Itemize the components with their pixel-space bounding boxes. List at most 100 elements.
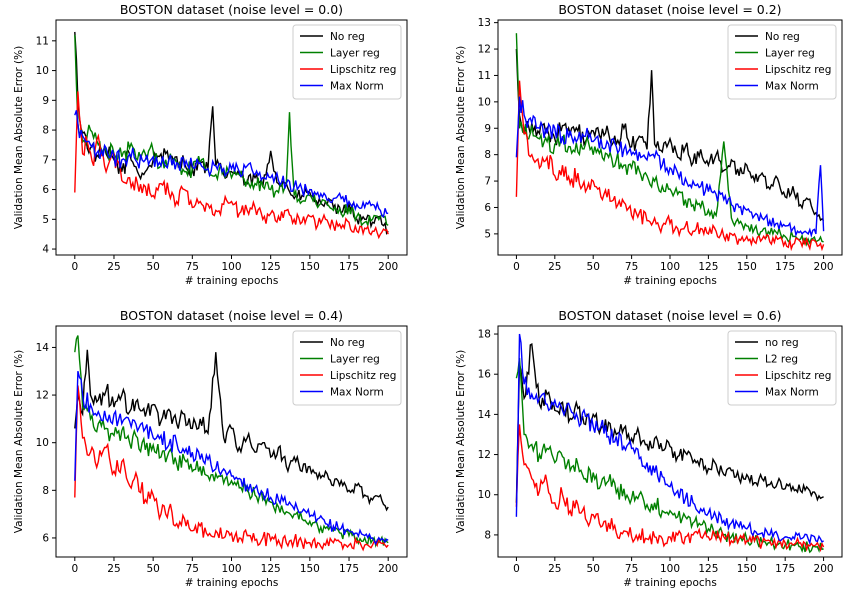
subplot-noise-0-6: BOSTON dataset (noise level = 0.6) # tra… xyxy=(455,308,843,589)
x-tick-label: 150 xyxy=(300,563,320,575)
x-tick-label: 100 xyxy=(221,261,241,273)
legend-label: Max Norm xyxy=(765,80,819,92)
y-tick-label: 10 xyxy=(36,437,49,449)
y-tick-label: 12 xyxy=(478,449,491,461)
legend-label: Max Norm xyxy=(330,386,384,398)
series-line-max-norm xyxy=(515,96,825,239)
x-tick-label: 150 xyxy=(300,261,320,273)
y-axis-label: Validation Mean Absolute Error (%) xyxy=(13,350,25,533)
y-tick-label: 11 xyxy=(36,35,49,47)
legend-box xyxy=(727,330,837,406)
x-tick-label: 75 xyxy=(625,261,638,273)
y-tick-label: 5 xyxy=(42,214,49,226)
legend-label: Max Norm xyxy=(330,80,384,92)
x-tick-label: 150 xyxy=(737,261,757,273)
legend-label: Max Norm xyxy=(765,386,819,398)
series-line-max-norm xyxy=(74,371,389,546)
subplot-noise-0-2: BOSTON dataset (noise level = 0.2) # tra… xyxy=(455,2,843,287)
subplot-noise-0-0: BOSTON dataset (noise level = 0.0) # tra… xyxy=(13,2,408,287)
y-tick-label: 6 xyxy=(42,184,49,196)
legend-label: No reg xyxy=(330,337,365,349)
legend-box xyxy=(727,24,837,100)
y-tick-label: 4 xyxy=(42,244,49,256)
series-line-lipschitz-reg xyxy=(515,424,825,553)
x-tick-label: 150 xyxy=(737,563,757,575)
y-tick-label: 9 xyxy=(484,123,491,135)
x-tick-label: 100 xyxy=(221,563,241,575)
x-tick-label: 125 xyxy=(261,261,281,273)
x-tick-label: 200 xyxy=(814,261,834,273)
legend-box xyxy=(292,330,402,406)
legend-label: Lipschitz reg xyxy=(765,370,831,382)
series-line-l2-reg xyxy=(515,358,824,554)
y-tick-label: 13 xyxy=(478,17,491,29)
series-line-layer-reg xyxy=(515,33,824,247)
x-tick-label: 25 xyxy=(107,261,120,273)
legend-label: No reg xyxy=(765,31,800,43)
x-axis-label: # training epochs xyxy=(623,577,717,589)
subplot-title: BOSTON dataset (noise level = 0.4) xyxy=(120,308,343,323)
y-tick-label: 10 xyxy=(478,96,491,108)
y-tick-label: 9 xyxy=(42,95,49,107)
x-tick-label: 25 xyxy=(107,563,120,575)
y-tick-label: 14 xyxy=(478,409,492,421)
y-tick-label: 16 xyxy=(478,369,492,381)
x-tick-label: 25 xyxy=(548,563,561,575)
y-tick-label: 6 xyxy=(42,532,49,544)
legend-label: L2 reg xyxy=(765,353,798,365)
series-line-lipschitz-reg xyxy=(74,385,389,552)
legend-label: Lipschitz reg xyxy=(330,64,396,76)
x-tick-label: 50 xyxy=(146,563,159,575)
series-line-layer-reg xyxy=(74,34,389,228)
x-tick-label: 100 xyxy=(660,563,680,575)
x-axis-label: # training epochs xyxy=(185,577,279,589)
y-tick-label: 8 xyxy=(42,125,49,137)
legend-label: Layer reg xyxy=(330,47,380,59)
legend-label: No reg xyxy=(330,31,365,43)
x-tick-label: 0 xyxy=(71,261,78,273)
series-line-max-norm xyxy=(74,110,389,218)
y-tick-label: 8 xyxy=(42,485,49,497)
y-axis-label: Validation Mean Absolute Error (%) xyxy=(455,350,467,533)
x-tick-label: 125 xyxy=(698,563,718,575)
x-tick-label: 175 xyxy=(775,261,795,273)
series-line-lipschitz-reg xyxy=(74,91,389,240)
x-tick-label: 125 xyxy=(261,563,281,575)
x-tick-label: 125 xyxy=(698,261,718,273)
y-tick-label: 6 xyxy=(484,202,491,214)
x-tick-label: 0 xyxy=(513,261,520,273)
x-tick-label: 175 xyxy=(339,563,359,575)
x-tick-label: 50 xyxy=(587,261,600,273)
x-tick-label: 175 xyxy=(339,261,359,273)
series-line-no-reg xyxy=(74,349,389,512)
legend-box xyxy=(292,24,402,100)
y-tick-label: 12 xyxy=(36,390,49,402)
x-tick-label: 200 xyxy=(378,563,398,575)
y-tick-label: 18 xyxy=(478,329,491,341)
legend-label: Lipschitz reg xyxy=(330,370,396,382)
subplot-title: BOSTON dataset (noise level = 0.2) xyxy=(558,2,781,17)
series-line-max-norm xyxy=(515,333,824,546)
legend-label: no reg xyxy=(765,337,799,349)
y-axis-label: Validation Mean Absolute Error (%) xyxy=(13,46,25,229)
y-tick-label: 11 xyxy=(478,70,491,82)
x-tick-label: 200 xyxy=(814,563,834,575)
x-tick-label: 200 xyxy=(378,261,398,273)
legend-label: Layer reg xyxy=(765,47,815,59)
legend: no reg L2 reg Lipschitz reg Max Norm xyxy=(727,330,837,406)
y-tick-label: 7 xyxy=(42,154,49,166)
y-tick-label: 10 xyxy=(478,489,491,501)
x-tick-label: 75 xyxy=(625,563,638,575)
x-tick-label: 175 xyxy=(775,563,795,575)
y-tick-label: 7 xyxy=(484,176,491,188)
y-tick-label: 12 xyxy=(478,44,491,56)
legend-label: Layer reg xyxy=(330,353,380,365)
legend: No reg Layer reg Lipschitz reg Max Norm xyxy=(292,24,402,100)
subplot-title: BOSTON dataset (noise level = 0.0) xyxy=(120,2,343,17)
x-axis-label: # training epochs xyxy=(623,275,717,287)
x-tick-label: 25 xyxy=(548,261,561,273)
y-axis-label: Validation Mean Absolute Error (%) xyxy=(455,46,467,229)
x-tick-label: 100 xyxy=(660,261,680,273)
subplot-noise-0-4: BOSTON dataset (noise level = 0.4) # tra… xyxy=(13,308,408,589)
